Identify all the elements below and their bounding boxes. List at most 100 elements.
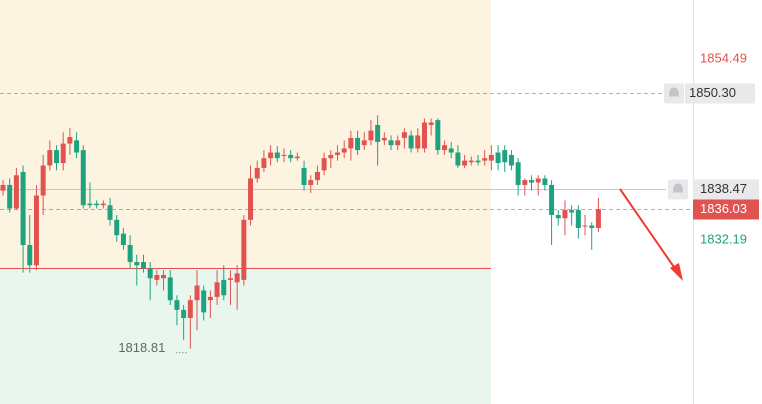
- candle-body: [221, 279, 227, 296]
- candle-body: [268, 152, 274, 159]
- candle-body: [455, 152, 461, 166]
- candle-body: [555, 214, 561, 219]
- candle-body: [181, 309, 187, 319]
- candle-body: [462, 160, 468, 166]
- candle-body: [475, 160, 481, 163]
- candle-body: [274, 152, 280, 159]
- candle-body: [254, 167, 260, 179]
- candle-body: [60, 143, 66, 164]
- alert-price-box: [693, 179, 759, 200]
- candle-body: [361, 140, 367, 146]
- axis-labels: 1854.49 1832.19 1850.30 1838.47 1836.03 1818.…: [118, 51, 759, 355]
- candle-body: [94, 203, 100, 206]
- candle-body: [120, 233, 126, 245]
- current-price-box: [693, 199, 759, 220]
- candle-body: [241, 219, 247, 280]
- candle-body: [107, 205, 113, 220]
- candle-body: [7, 184, 13, 209]
- candle-body: [488, 154, 494, 161]
- candle-body: [154, 275, 160, 280]
- candle-body: [401, 132, 407, 138]
- candle-body: [442, 145, 448, 151]
- candle-body: [301, 167, 307, 185]
- candle-body: [575, 210, 581, 228]
- candle-body: [114, 219, 120, 236]
- candle-body: [294, 156, 300, 159]
- alert-price-box: [685, 83, 755, 104]
- candle-body: [194, 285, 200, 301]
- candle-body: [395, 140, 401, 146]
- candle-body: [569, 210, 575, 213]
- candle-body: [562, 210, 568, 219]
- candle-body: [234, 273, 240, 283]
- candle-body: [161, 275, 167, 279]
- alert-price-label: 1838.47: [700, 181, 747, 196]
- candle-body: [381, 137, 387, 141]
- candle-body: [535, 178, 541, 183]
- candle-body: [13, 175, 19, 209]
- alert-price-label: 1850.30: [689, 85, 736, 100]
- candle-body: [435, 120, 441, 151]
- candle-body: [375, 124, 381, 142]
- candle-body: [40, 165, 46, 196]
- candle-body: [87, 203, 93, 206]
- candle-body: [468, 160, 474, 163]
- candle-body: [542, 178, 548, 185]
- candle-body: [421, 122, 427, 149]
- candle-body: [549, 184, 555, 215]
- candle-body: [335, 152, 340, 155]
- trend-arrow: [619, 188, 677, 271]
- candle-body: [288, 154, 294, 159]
- candle-body: [314, 171, 320, 181]
- candle-body: [134, 262, 140, 266]
- candle-body: [147, 268, 153, 279]
- candles: [0, 115, 601, 349]
- candle-body: [388, 140, 394, 146]
- candle-body: [448, 148, 454, 153]
- candle-body: [100, 203, 106, 206]
- candle-body: [529, 180, 535, 183]
- candle-body: [127, 244, 133, 263]
- candle-body: [47, 150, 53, 166]
- trend-arrow-head: [670, 263, 683, 281]
- candle-body: [328, 154, 334, 159]
- candle-body: [0, 184, 6, 191]
- candle-body: [54, 150, 60, 164]
- candle-body: [227, 278, 233, 280]
- candle-body: [341, 148, 347, 153]
- candle-body: [140, 262, 146, 269]
- candle-body: [261, 158, 267, 168]
- candle-body: [582, 225, 588, 227]
- candle-body: [281, 154, 287, 156]
- candle-body: [415, 135, 421, 149]
- candle-body: [248, 178, 254, 220]
- candle-body: [207, 296, 213, 301]
- candle-body: [67, 137, 73, 144]
- candle-body: [508, 154, 514, 166]
- candle-body: [502, 150, 508, 163]
- alert-icon: [669, 87, 679, 97]
- candle-body: [201, 290, 207, 313]
- candle-body: [348, 137, 354, 149]
- candle-body: [428, 122, 434, 125]
- candle-body: [167, 277, 173, 301]
- low-annotation: 1818.81: [118, 340, 165, 355]
- candle-body: [308, 180, 314, 185]
- candle-body: [80, 150, 86, 206]
- candle-body: [20, 171, 26, 245]
- candle-body: [368, 130, 374, 141]
- candle-body: [33, 195, 39, 266]
- candle-body: [495, 152, 501, 164]
- candle-body: [515, 162, 521, 185]
- candle-body: [214, 282, 220, 297]
- candle-body: [74, 140, 80, 153]
- candle-body: [589, 225, 595, 228]
- candle-body: [174, 300, 180, 310]
- candle-body: [187, 300, 193, 319]
- y-tick-label: 1854.49: [700, 51, 747, 66]
- alert-icon: [673, 183, 683, 193]
- price-lines: [0, 93, 693, 210]
- candle-body: [408, 135, 414, 149]
